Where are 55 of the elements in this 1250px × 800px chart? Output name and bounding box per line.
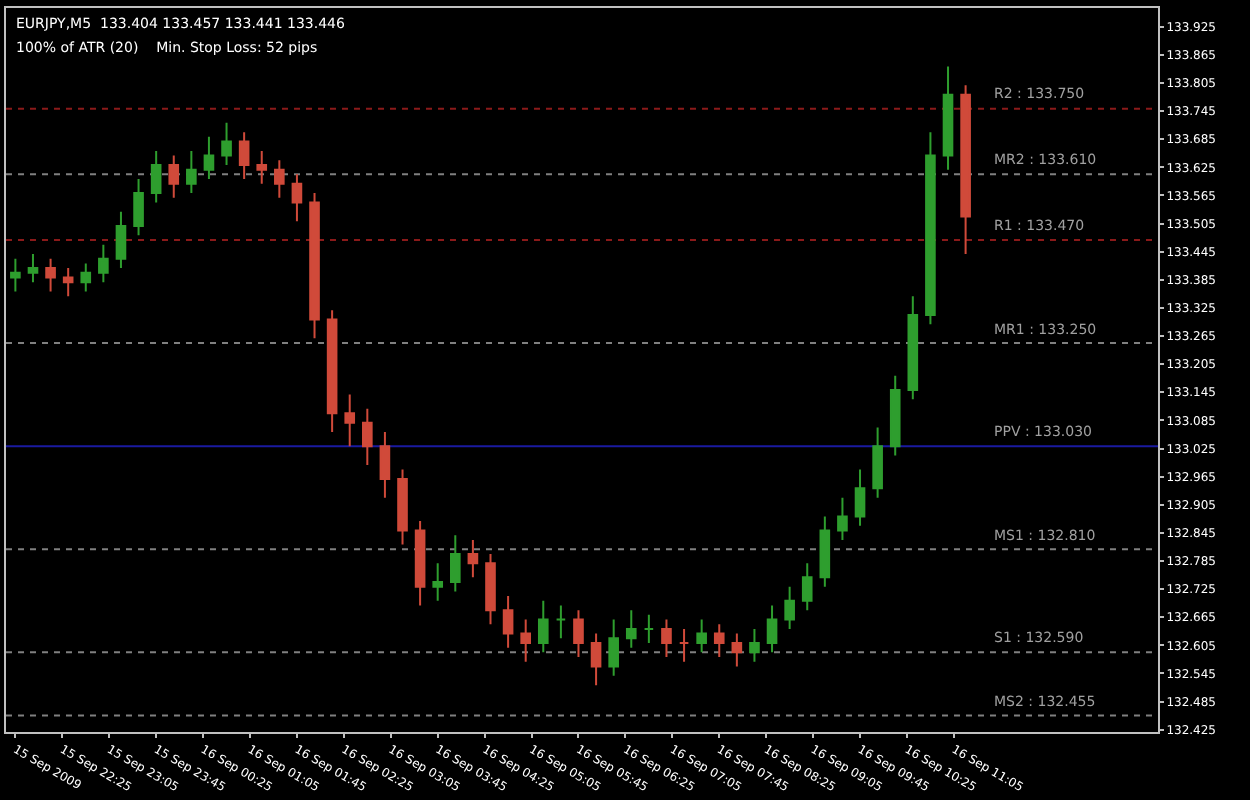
candlestick: [291, 173, 303, 223]
candlestick: [397, 468, 408, 546]
candlestick: [907, 295, 919, 401]
candlestick: [502, 595, 514, 649]
candlestick: [819, 515, 831, 588]
candlestick: [661, 618, 672, 659]
candlestick: [98, 243, 109, 284]
candlestick: [221, 121, 232, 166]
candlestick: [309, 192, 320, 340]
candlestick: [62, 267, 74, 298]
candlestick: [326, 309, 338, 434]
candlestick: [150, 149, 162, 204]
candlestick: [731, 632, 743, 668]
candlestick: [432, 562, 444, 602]
candlestick: [960, 84, 971, 256]
candlestick: [256, 149, 268, 185]
candlestick: [362, 407, 373, 466]
candlestick: [414, 520, 426, 607]
candlestick: [925, 131, 936, 326]
candlestick: [115, 210, 127, 270]
candlestick: [625, 609, 637, 649]
candlestick: [555, 604, 567, 640]
candlestick: [573, 609, 584, 659]
candlestick: [203, 135, 215, 181]
candlestick: [889, 374, 901, 457]
candlestick: [801, 562, 813, 612]
candlestick: [45, 257, 56, 293]
candlestick: [379, 431, 391, 499]
candlestick: [872, 426, 883, 499]
candlestick: [643, 613, 655, 644]
candlestick: [80, 262, 92, 293]
candlestick: [837, 496, 848, 541]
candlestick: [168, 154, 180, 199]
candlestick: [133, 178, 144, 237]
candlestick: [344, 393, 356, 448]
candlestick: [10, 257, 21, 293]
candlestick: [749, 627, 760, 663]
candlestick: [186, 149, 197, 195]
candlestick: [238, 131, 250, 181]
candlestick: [696, 618, 707, 654]
candlestick: [608, 618, 619, 677]
candlestick: [942, 65, 954, 171]
candlestick: [854, 468, 866, 527]
candlestick: [274, 159, 285, 199]
candlestick: [784, 585, 795, 630]
candlestick: [27, 253, 39, 284]
candlestick: [766, 604, 778, 654]
candlestick: [713, 623, 725, 659]
candlestick: [485, 552, 496, 626]
candlestick: [467, 538, 479, 579]
candlestick: [450, 534, 461, 593]
candlestick: [590, 632, 602, 687]
candlestick: [678, 627, 690, 663]
candlestick: [537, 599, 549, 654]
candlestick: [520, 618, 531, 663]
